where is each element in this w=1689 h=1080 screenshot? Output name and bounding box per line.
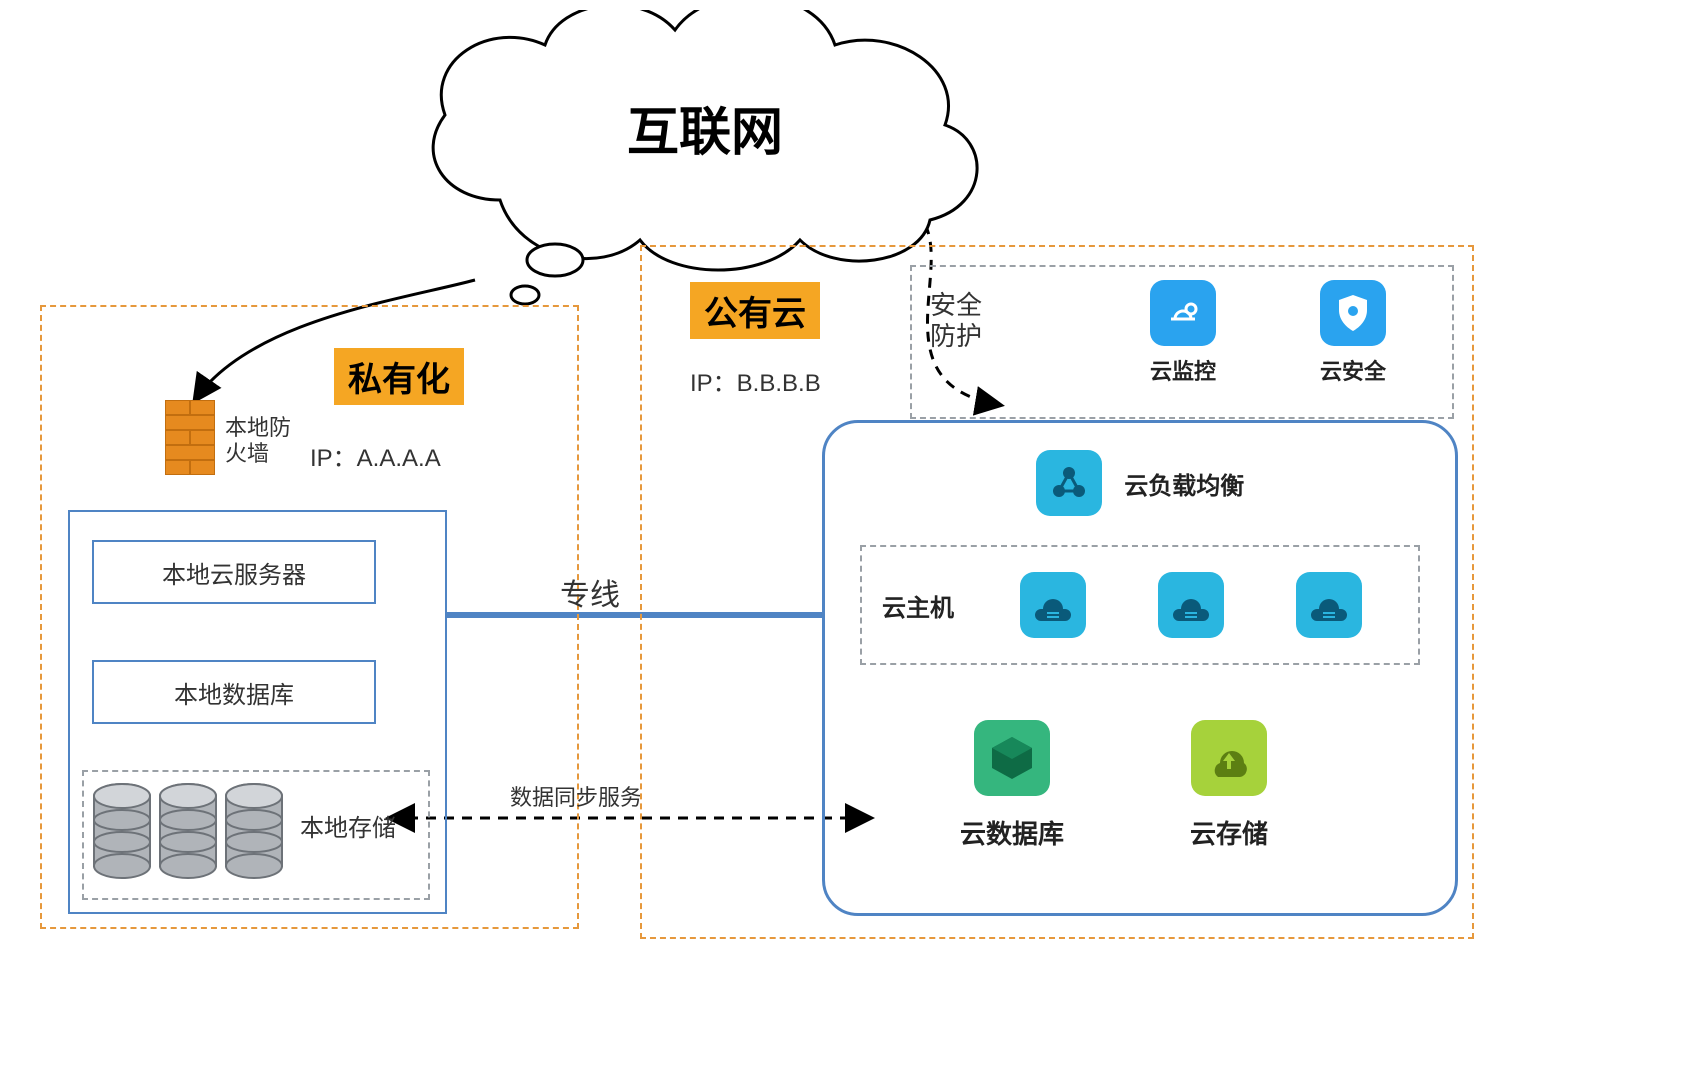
data-sync-label: 数据同步服务 — [510, 780, 642, 812]
local-db-box: 本地数据库 — [92, 660, 376, 724]
cloud-server-icon — [1020, 572, 1086, 638]
local-db-label: 本地数据库 — [174, 675, 294, 710]
public-badge: 公有云 — [690, 282, 820, 339]
public-ip: IP：B.B.B.B — [690, 370, 821, 399]
security-title-2: 防护 — [930, 321, 982, 351]
cloud-up-icon — [1191, 720, 1267, 796]
cloud-server-icon — [1158, 572, 1224, 638]
svc-lb: 云负载均衡 — [1000, 450, 1280, 516]
private-badge: 私有化 — [334, 348, 464, 405]
private-ip: IP：A.A.A.A — [310, 445, 441, 474]
security-title-1: 安全 — [930, 290, 982, 320]
local-server-box: 本地云服务器 — [92, 540, 376, 604]
firewall-label-1: 本地防 — [225, 415, 291, 440]
dedicated-line-label: 专线 — [560, 570, 620, 614]
local-storage-label: 本地存储 — [300, 815, 396, 844]
hex-db-icon — [974, 720, 1050, 796]
vm-group-label: 云主机 — [882, 588, 954, 623]
svc-monitoring: 云监控 — [1150, 280, 1216, 386]
svc-security-label: 云安全 — [1320, 354, 1386, 386]
firewall-icon — [165, 400, 215, 475]
svc-cloud-storage: 云存储 — [1190, 720, 1268, 851]
firewall-label-2: 火墙 — [225, 441, 269, 466]
cloud-server-icon — [1296, 572, 1362, 638]
vm-group-box: 云主机 — [860, 545, 1420, 665]
shield-icon — [1320, 280, 1386, 346]
svc-monitoring-label: 云监控 — [1150, 354, 1216, 386]
triad-icon — [1036, 450, 1102, 516]
cloud-circle-icon — [1150, 280, 1216, 346]
firewall-label: 本地防 火墙 — [225, 415, 291, 468]
svc-security: 云安全 — [1320, 280, 1386, 386]
svc-lb-label: 云负载均衡 — [1124, 466, 1244, 501]
svc-cloud-db-label: 云数据库 — [960, 814, 1064, 851]
security-group-title: 安全 防护 — [930, 290, 982, 352]
local-storage-cylinders — [92, 782, 292, 892]
local-server-label: 本地云服务器 — [162, 555, 306, 590]
internet-label: 互联网 — [380, 90, 1030, 165]
svc-cloud-storage-label: 云存储 — [1190, 814, 1268, 851]
svc-cloud-db: 云数据库 — [960, 720, 1064, 851]
